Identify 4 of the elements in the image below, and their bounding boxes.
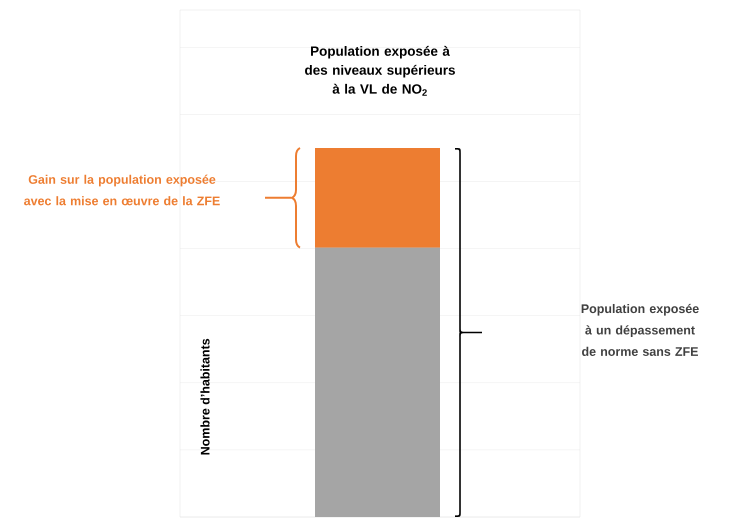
y-axis-title: Nombre d’habitants — [200, 338, 210, 454]
chart-title: Population exposée à des niveaux supérieurs à la VL de NO$_{2}$ — [305, 46, 455, 96]
annotation: Gain sur la population exposée avec la mise en œuvre de la ZFE — [24, 174, 220, 206]
text: Population exposée à un dépassement de norme sans ZFE — [582, 304, 699, 356]
